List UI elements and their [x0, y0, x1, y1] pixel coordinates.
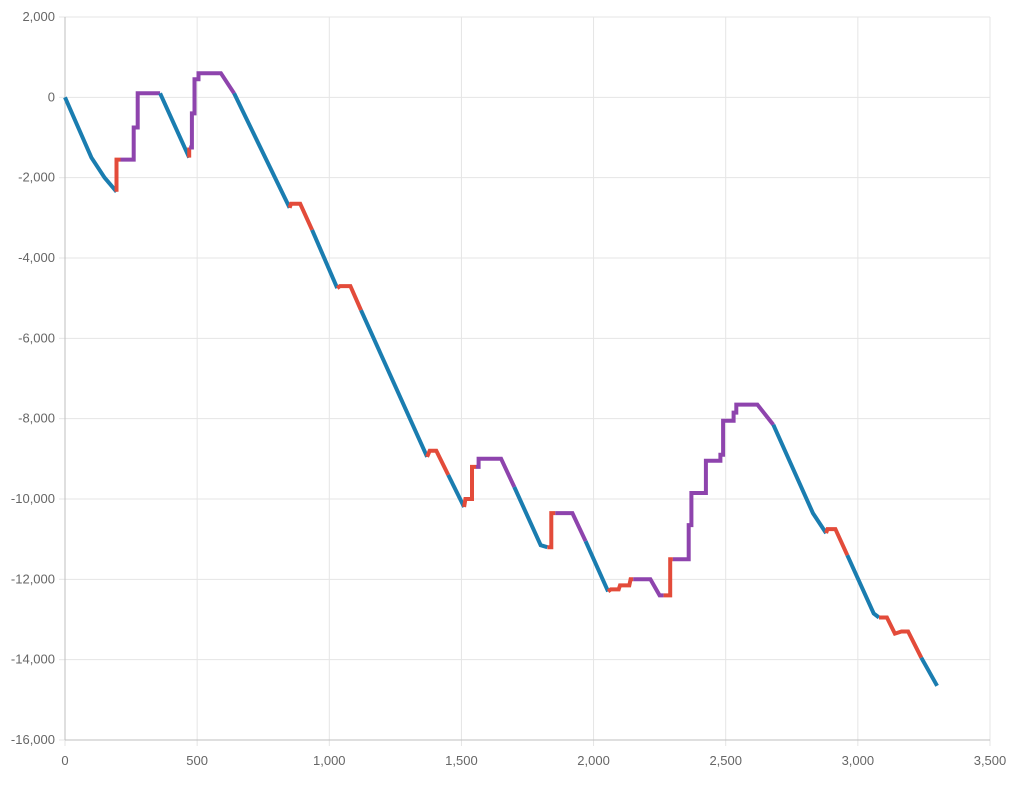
y-tick-label: -14,000 [11, 652, 55, 667]
line-segment-blue [845, 554, 881, 620]
line-segment-red [879, 615, 924, 659]
y-tick-label: -2,000 [18, 170, 55, 185]
line-segment-red [336, 284, 363, 312]
x-tick-labels: 0 500 1,000 1,500 2,000 2,500 3,000 3,500 [61, 753, 1006, 768]
y-tick-label: -6,000 [18, 330, 55, 345]
line-segment-purple [189, 71, 236, 150]
line-segment-blue [583, 540, 610, 593]
line-segment-blue [359, 309, 429, 458]
line-segment-blue [310, 229, 340, 289]
line-segment-red [547, 511, 556, 550]
line-segment-red [462, 464, 476, 508]
line-segment-red [663, 557, 673, 598]
y-tick-label: -12,000 [11, 571, 55, 586]
line-segment-blue [771, 423, 828, 535]
x-tick-label: 2,000 [577, 753, 610, 768]
line-segment-purple [555, 511, 588, 543]
line-segment-purple [120, 91, 161, 162]
line-segment-blue [919, 656, 939, 687]
line-segment-purple [633, 577, 664, 598]
y-tick-label: 2,000 [22, 9, 55, 24]
line-segment-red [287, 201, 314, 231]
line-segment-purple [476, 456, 517, 488]
x-tick-label: 1,500 [445, 753, 478, 768]
x-tick-label: 1,000 [313, 753, 346, 768]
line-segment-red [606, 577, 634, 594]
x-tick-label: 3,500 [974, 753, 1007, 768]
line-segment-red [824, 527, 850, 557]
line-segment-blue [158, 92, 192, 159]
line-segment-blue [446, 474, 466, 508]
line-segment-red [425, 448, 450, 476]
y-tick-label: -8,000 [18, 411, 55, 426]
y-tick-label: -10,000 [11, 491, 55, 506]
line-segment-blue [232, 92, 292, 209]
y-tick-label: 0 [48, 89, 55, 104]
line-segment-red [114, 157, 121, 192]
y-tick-label: -4,000 [18, 250, 55, 265]
x-tick-label: 2,500 [709, 753, 742, 768]
x-tick-label: 500 [186, 753, 208, 768]
axes [64, 17, 990, 741]
gridlines [59, 16, 991, 746]
y-tick-label: -16,000 [11, 732, 55, 747]
line-segment-blue [63, 96, 119, 193]
x-tick-label: 0 [61, 753, 68, 768]
y-tick-labels: 2,000 0 -2,000 -4,000 -6,000 -8,000 -10,000 -12… [11, 9, 55, 747]
x-tick-label: 3,000 [842, 753, 875, 768]
line-segment-purple [672, 402, 775, 562]
line-segment-blue [512, 486, 548, 550]
series-lines [63, 71, 939, 687]
